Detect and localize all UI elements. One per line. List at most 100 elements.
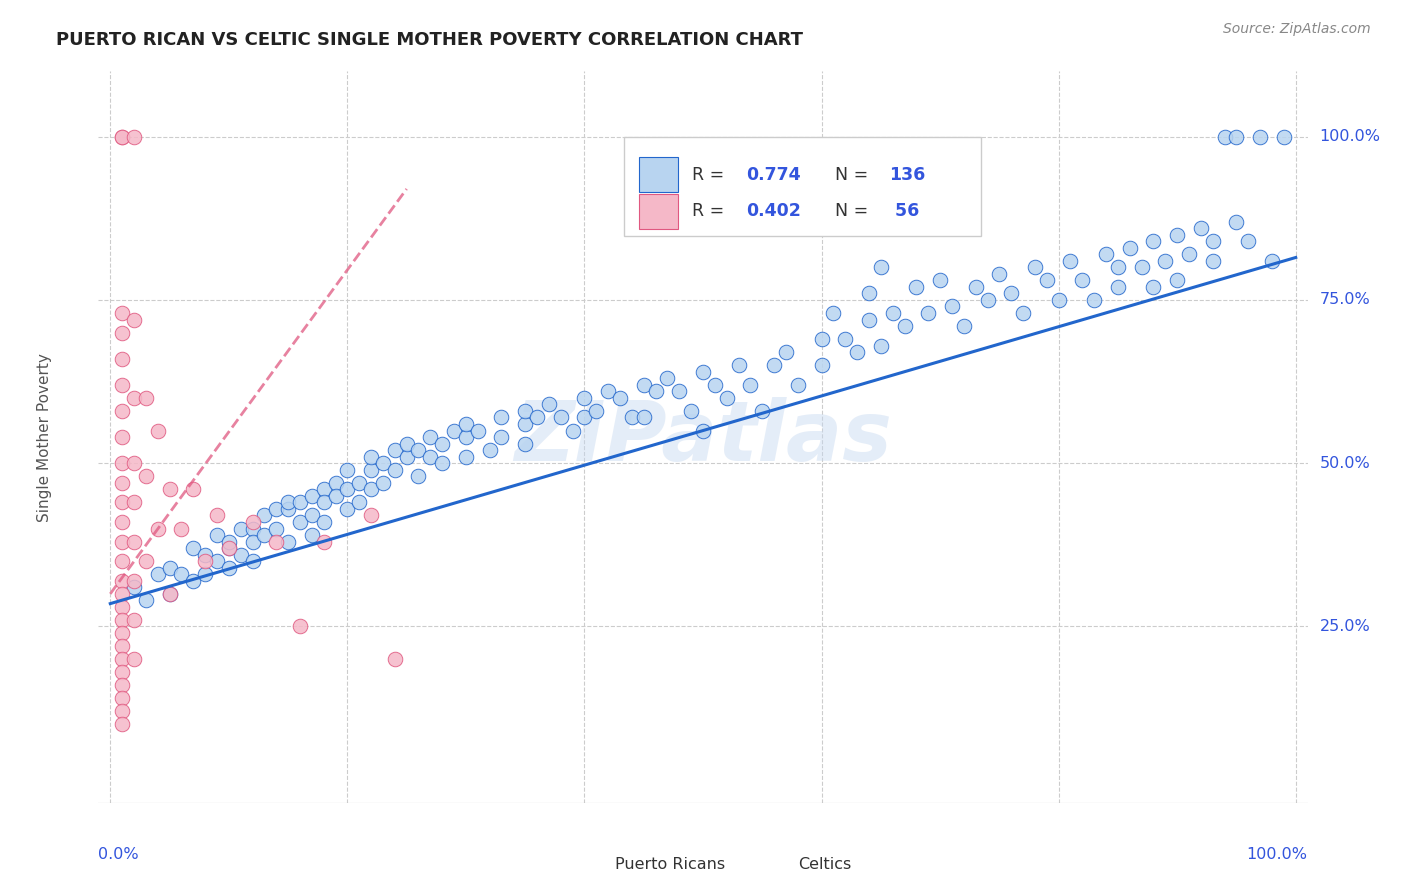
Text: Celtics: Celtics — [799, 857, 852, 872]
Point — [692, 365, 714, 379]
Point — [1189, 221, 1212, 235]
Point — [526, 410, 548, 425]
Point — [122, 580, 145, 594]
Point — [135, 554, 157, 568]
Point — [609, 391, 631, 405]
Point — [170, 521, 193, 535]
Point — [111, 351, 134, 366]
Point — [181, 483, 204, 497]
Point — [775, 345, 797, 359]
Point — [301, 528, 323, 542]
Point — [751, 404, 773, 418]
Point — [1012, 306, 1035, 320]
Point — [1095, 247, 1118, 261]
Point — [122, 652, 145, 666]
Point — [858, 286, 880, 301]
Point — [692, 424, 714, 438]
Point — [360, 508, 382, 523]
Point — [550, 410, 572, 425]
Point — [111, 515, 134, 529]
Point — [869, 260, 891, 275]
Point — [360, 483, 382, 497]
Point — [288, 619, 311, 633]
Point — [242, 554, 264, 568]
Point — [264, 534, 287, 549]
Point — [181, 574, 204, 588]
Point — [146, 424, 169, 438]
Point — [454, 450, 477, 464]
Point — [111, 377, 134, 392]
Point — [194, 548, 217, 562]
Point — [242, 534, 264, 549]
Text: 50.0%: 50.0% — [1320, 456, 1371, 471]
Point — [716, 391, 738, 405]
Point — [1225, 214, 1247, 228]
Point — [253, 508, 276, 523]
Point — [1047, 293, 1070, 307]
Point — [371, 475, 394, 490]
Point — [515, 436, 537, 450]
Point — [336, 483, 359, 497]
Point — [253, 528, 276, 542]
Point — [1261, 253, 1284, 268]
Text: N =: N = — [835, 202, 873, 220]
Point — [810, 332, 832, 346]
Point — [312, 515, 335, 529]
Point — [1130, 260, 1153, 275]
Point — [419, 430, 441, 444]
Point — [122, 391, 145, 405]
Point — [644, 384, 666, 399]
Point — [242, 515, 264, 529]
Point — [869, 338, 891, 352]
Point — [264, 521, 287, 535]
Point — [1237, 234, 1260, 248]
Point — [478, 443, 501, 458]
Point — [491, 410, 513, 425]
Point — [146, 567, 169, 582]
Point — [111, 430, 134, 444]
Text: 100.0%: 100.0% — [1247, 847, 1308, 862]
Point — [135, 593, 157, 607]
Point — [633, 377, 655, 392]
Point — [988, 267, 1011, 281]
Bar — [638, 157, 678, 193]
Point — [111, 705, 134, 719]
Point — [312, 495, 335, 509]
Point — [432, 436, 454, 450]
Point — [419, 450, 441, 464]
Point — [395, 450, 418, 464]
Text: 56: 56 — [889, 202, 920, 220]
Point — [1107, 280, 1129, 294]
Point — [834, 332, 856, 346]
Point — [917, 306, 939, 320]
Point — [336, 502, 359, 516]
Point — [229, 548, 252, 562]
Text: Source: ZipAtlas.com: Source: ZipAtlas.com — [1223, 22, 1371, 37]
Point — [122, 312, 145, 326]
Point — [122, 534, 145, 549]
Point — [111, 626, 134, 640]
Point — [1142, 280, 1164, 294]
Text: ZIPatlas: ZIPatlas — [515, 397, 891, 477]
Point — [1202, 234, 1225, 248]
Point — [135, 391, 157, 405]
Point — [598, 384, 620, 399]
Point — [111, 495, 134, 509]
Point — [122, 574, 145, 588]
Point — [395, 436, 418, 450]
Point — [703, 377, 725, 392]
Point — [159, 560, 181, 574]
Point — [135, 469, 157, 483]
Text: R =: R = — [692, 166, 730, 184]
Point — [205, 508, 228, 523]
Point — [537, 397, 560, 411]
Point — [893, 319, 915, 334]
Point — [347, 495, 370, 509]
Point — [181, 541, 204, 555]
Point — [384, 652, 406, 666]
Point — [205, 554, 228, 568]
Bar — [576, 850, 603, 880]
Point — [1166, 227, 1188, 242]
Text: 100.0%: 100.0% — [1320, 129, 1381, 145]
Text: PUERTO RICAN VS CELTIC SINGLE MOTHER POVERTY CORRELATION CHART: PUERTO RICAN VS CELTIC SINGLE MOTHER POV… — [56, 31, 803, 49]
